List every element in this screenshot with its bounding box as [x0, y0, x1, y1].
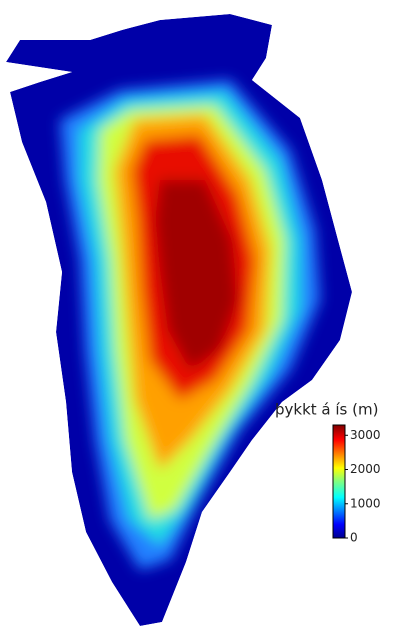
colorbar [332, 424, 346, 539]
colorbar-title: þykkt á ís (m) [275, 401, 378, 419]
colorbar-tick-label: 1000 [350, 496, 381, 510]
colorbar-tick-label: 2000 [350, 462, 381, 476]
colorbar-tick-label: 0 [350, 531, 358, 545]
colorbar-tick-label: 3000 [350, 428, 381, 442]
greenland [6, 14, 352, 626]
